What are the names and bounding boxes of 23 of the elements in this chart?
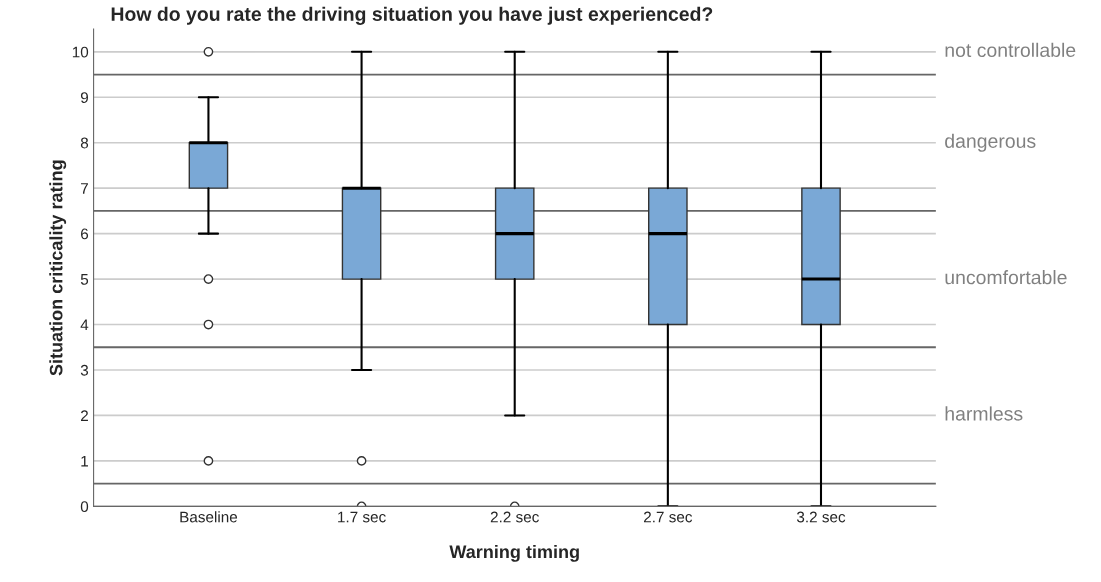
y-tick-label: 6 <box>81 228 89 240</box>
chart-title: How do you rate the driving situation you have just experienced? <box>111 6 713 25</box>
y-tick-label: 4 <box>80 319 89 331</box>
x-tick-label: Baseline <box>180 511 238 523</box>
y-tick-label: 10 <box>72 46 89 58</box>
x-axis-title: Warning timing <box>449 544 579 562</box>
y-tick-label: 8 <box>80 137 89 149</box>
text: dangerous <box>945 133 1036 152</box>
x-tick-label: 1.7 sec <box>338 511 386 523</box>
x-tick-label: 3.2 sec <box>796 511 846 523</box>
y-tick-label: 7 <box>81 183 88 194</box>
y-tick-label: 1 <box>81 455 88 467</box>
y-tick-label: 9 <box>80 92 88 103</box>
x-tick-label: 2.2 sec <box>490 511 539 523</box>
text: uncomfortable <box>945 270 1067 285</box>
x-tick-label: 2.7 sec <box>644 511 693 523</box>
text: not controllable <box>945 42 1076 58</box>
y-tick-label: 3 <box>80 364 89 376</box>
y-tick-label: 2 <box>81 410 88 421</box>
y-axis-title: Situation criticality rating <box>49 160 67 376</box>
text: harmless <box>945 406 1023 421</box>
y-tick-label: 0 <box>80 501 89 513</box>
y-tick-label: 5 <box>80 274 89 285</box>
